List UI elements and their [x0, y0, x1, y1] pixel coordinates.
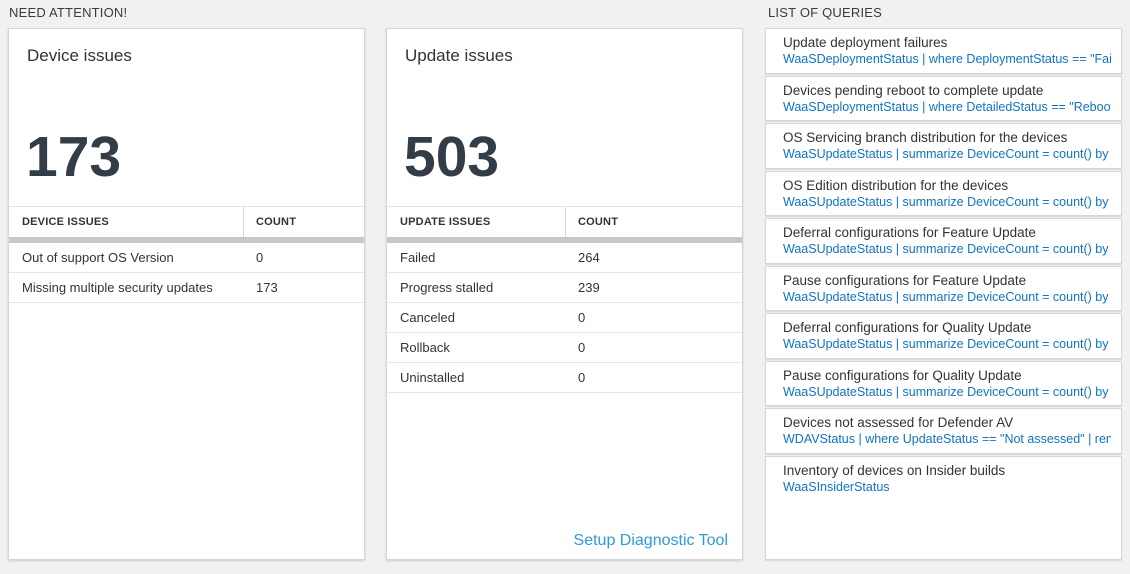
query-text: WaaSUpdateStatus | summarize DeviceCount… [783, 194, 1111, 209]
query-list-item[interactable]: Devices pending reboot to complete updat… [765, 75, 1122, 121]
query-list-item[interactable]: OS Edition distribution for the devices … [765, 170, 1122, 216]
table-row[interactable]: Missing multiple security updates 173 [9, 273, 364, 303]
query-text: WaaSUpdateStatus | summarize DeviceCount… [783, 337, 1111, 351]
query-list-item[interactable]: Deferral configurations for Quality Upda… [765, 313, 1122, 359]
column-header-device-issues: DEVICE ISSUES [9, 207, 244, 237]
query-title: Inventory of devices on Insider builds [783, 462, 1006, 478]
row-label: Out of support OS Version [22, 250, 174, 265]
table-header-row: UPDATE ISSUES COUNT [387, 206, 742, 237]
query-text: WaaSUpdateStatus | summarize DeviceCount… [783, 384, 1111, 399]
query-title: Pause configurations for Feature Update [783, 272, 1027, 288]
query-text: WaaSUpdateStatus | summarize DeviceCount… [783, 289, 1111, 304]
table-header-row: DEVICE ISSUES COUNT [9, 206, 364, 237]
query-title: Deferral configurations for Quality Upda… [783, 320, 1032, 335]
table-row[interactable]: Canceled 0 [387, 303, 742, 333]
row-count: 173 [256, 280, 278, 295]
row-label: Missing multiple security updates [22, 280, 213, 295]
row-label: Uninstalled [400, 370, 465, 385]
row-label: Failed [400, 250, 436, 265]
tile-title: Update issues [405, 46, 513, 65]
setup-diagnostic-tool-link[interactable]: Setup Diagnostic Tool [573, 532, 728, 549]
query-text: WaaSUpdateStatus | summarize DeviceCount… [783, 147, 1111, 161]
table-header-separator [387, 237, 742, 243]
column-header-count: COUNT [578, 216, 619, 228]
row-count: 239 [578, 280, 600, 295]
query-text: WaaSInsiderStatus [783, 479, 890, 494]
table-row[interactable]: Rollback 0 [387, 333, 742, 363]
query-text: WDAVStatus | where UpdateStatus == "Not … [783, 432, 1111, 446]
row-count: 0 [578, 340, 586, 355]
query-text: WaaSUpdateStatus | summarize DeviceCount… [783, 242, 1111, 256]
row-label: Canceled [400, 310, 455, 325]
row-count: 264 [578, 250, 600, 265]
query-list-item[interactable]: Deferral configurations for Feature Upda… [765, 218, 1122, 264]
query-title: OS Servicing branch distribution for the… [783, 130, 1068, 145]
query-text: WaaSDeploymentStatus | where DeploymentS… [783, 52, 1111, 66]
list-of-queries-header: LIST OF QUERIES [768, 5, 883, 20]
query-list: Update deployment failures WaaSDeploymen… [765, 28, 1122, 562]
row-count: 0 [578, 370, 586, 385]
query-list-item[interactable]: OS Servicing branch distribution for the… [765, 123, 1122, 169]
query-title: Devices pending reboot to complete updat… [783, 82, 1044, 98]
device-issues-tile[interactable]: Device issues 173 DEVICE ISSUES COUNT Ou… [8, 28, 365, 560]
query-title: OS Edition distribution for the devices [783, 177, 1009, 193]
device-issues-count: 173 [26, 125, 122, 189]
query-list-item[interactable]: Inventory of devices on Insider builds W… [765, 455, 1122, 560]
query-list-item[interactable]: Pause configurations for Quality Update … [765, 360, 1122, 406]
query-title: Devices not assessed for Defender AV [783, 415, 1014, 430]
query-title: Deferral configurations for Feature Upda… [783, 225, 1036, 240]
column-header-update-issues: UPDATE ISSUES [387, 207, 566, 237]
update-issues-table: UPDATE ISSUES COUNT Failed 264 Progress … [387, 206, 742, 393]
table-row[interactable]: Failed 264 [387, 243, 742, 273]
column-header-count: COUNT [256, 216, 297, 228]
tile-title: Device issues [27, 46, 132, 65]
row-label: Progress stalled [400, 280, 494, 295]
need-attention-header: NEED ATTENTION! [9, 5, 128, 20]
query-list-item[interactable]: Pause configurations for Feature Update … [765, 265, 1122, 311]
table-row[interactable]: Uninstalled 0 [387, 363, 742, 393]
row-label: Rollback [400, 340, 450, 355]
update-issues-tile[interactable]: Update issues 503 UPDATE ISSUES COUNT Fa… [386, 28, 743, 560]
query-title: Pause configurations for Quality Update [783, 367, 1022, 383]
update-issues-count: 503 [404, 125, 500, 189]
row-count: 0 [578, 310, 586, 325]
row-count: 0 [256, 250, 264, 265]
query-list-item[interactable]: Update deployment failures WaaSDeploymen… [765, 28, 1122, 74]
table-header-separator [9, 237, 364, 243]
query-text: WaaSDeploymentStatus | where DetailedSta… [783, 99, 1111, 114]
query-title: Update deployment failures [783, 35, 948, 50]
table-row[interactable]: Out of support OS Version 0 [9, 243, 364, 273]
query-list-item[interactable]: Devices not assessed for Defender AV WDA… [765, 408, 1122, 454]
table-row[interactable]: Progress stalled 239 [387, 273, 742, 303]
device-issues-table: DEVICE ISSUES COUNT Out of support OS Ve… [9, 206, 364, 303]
